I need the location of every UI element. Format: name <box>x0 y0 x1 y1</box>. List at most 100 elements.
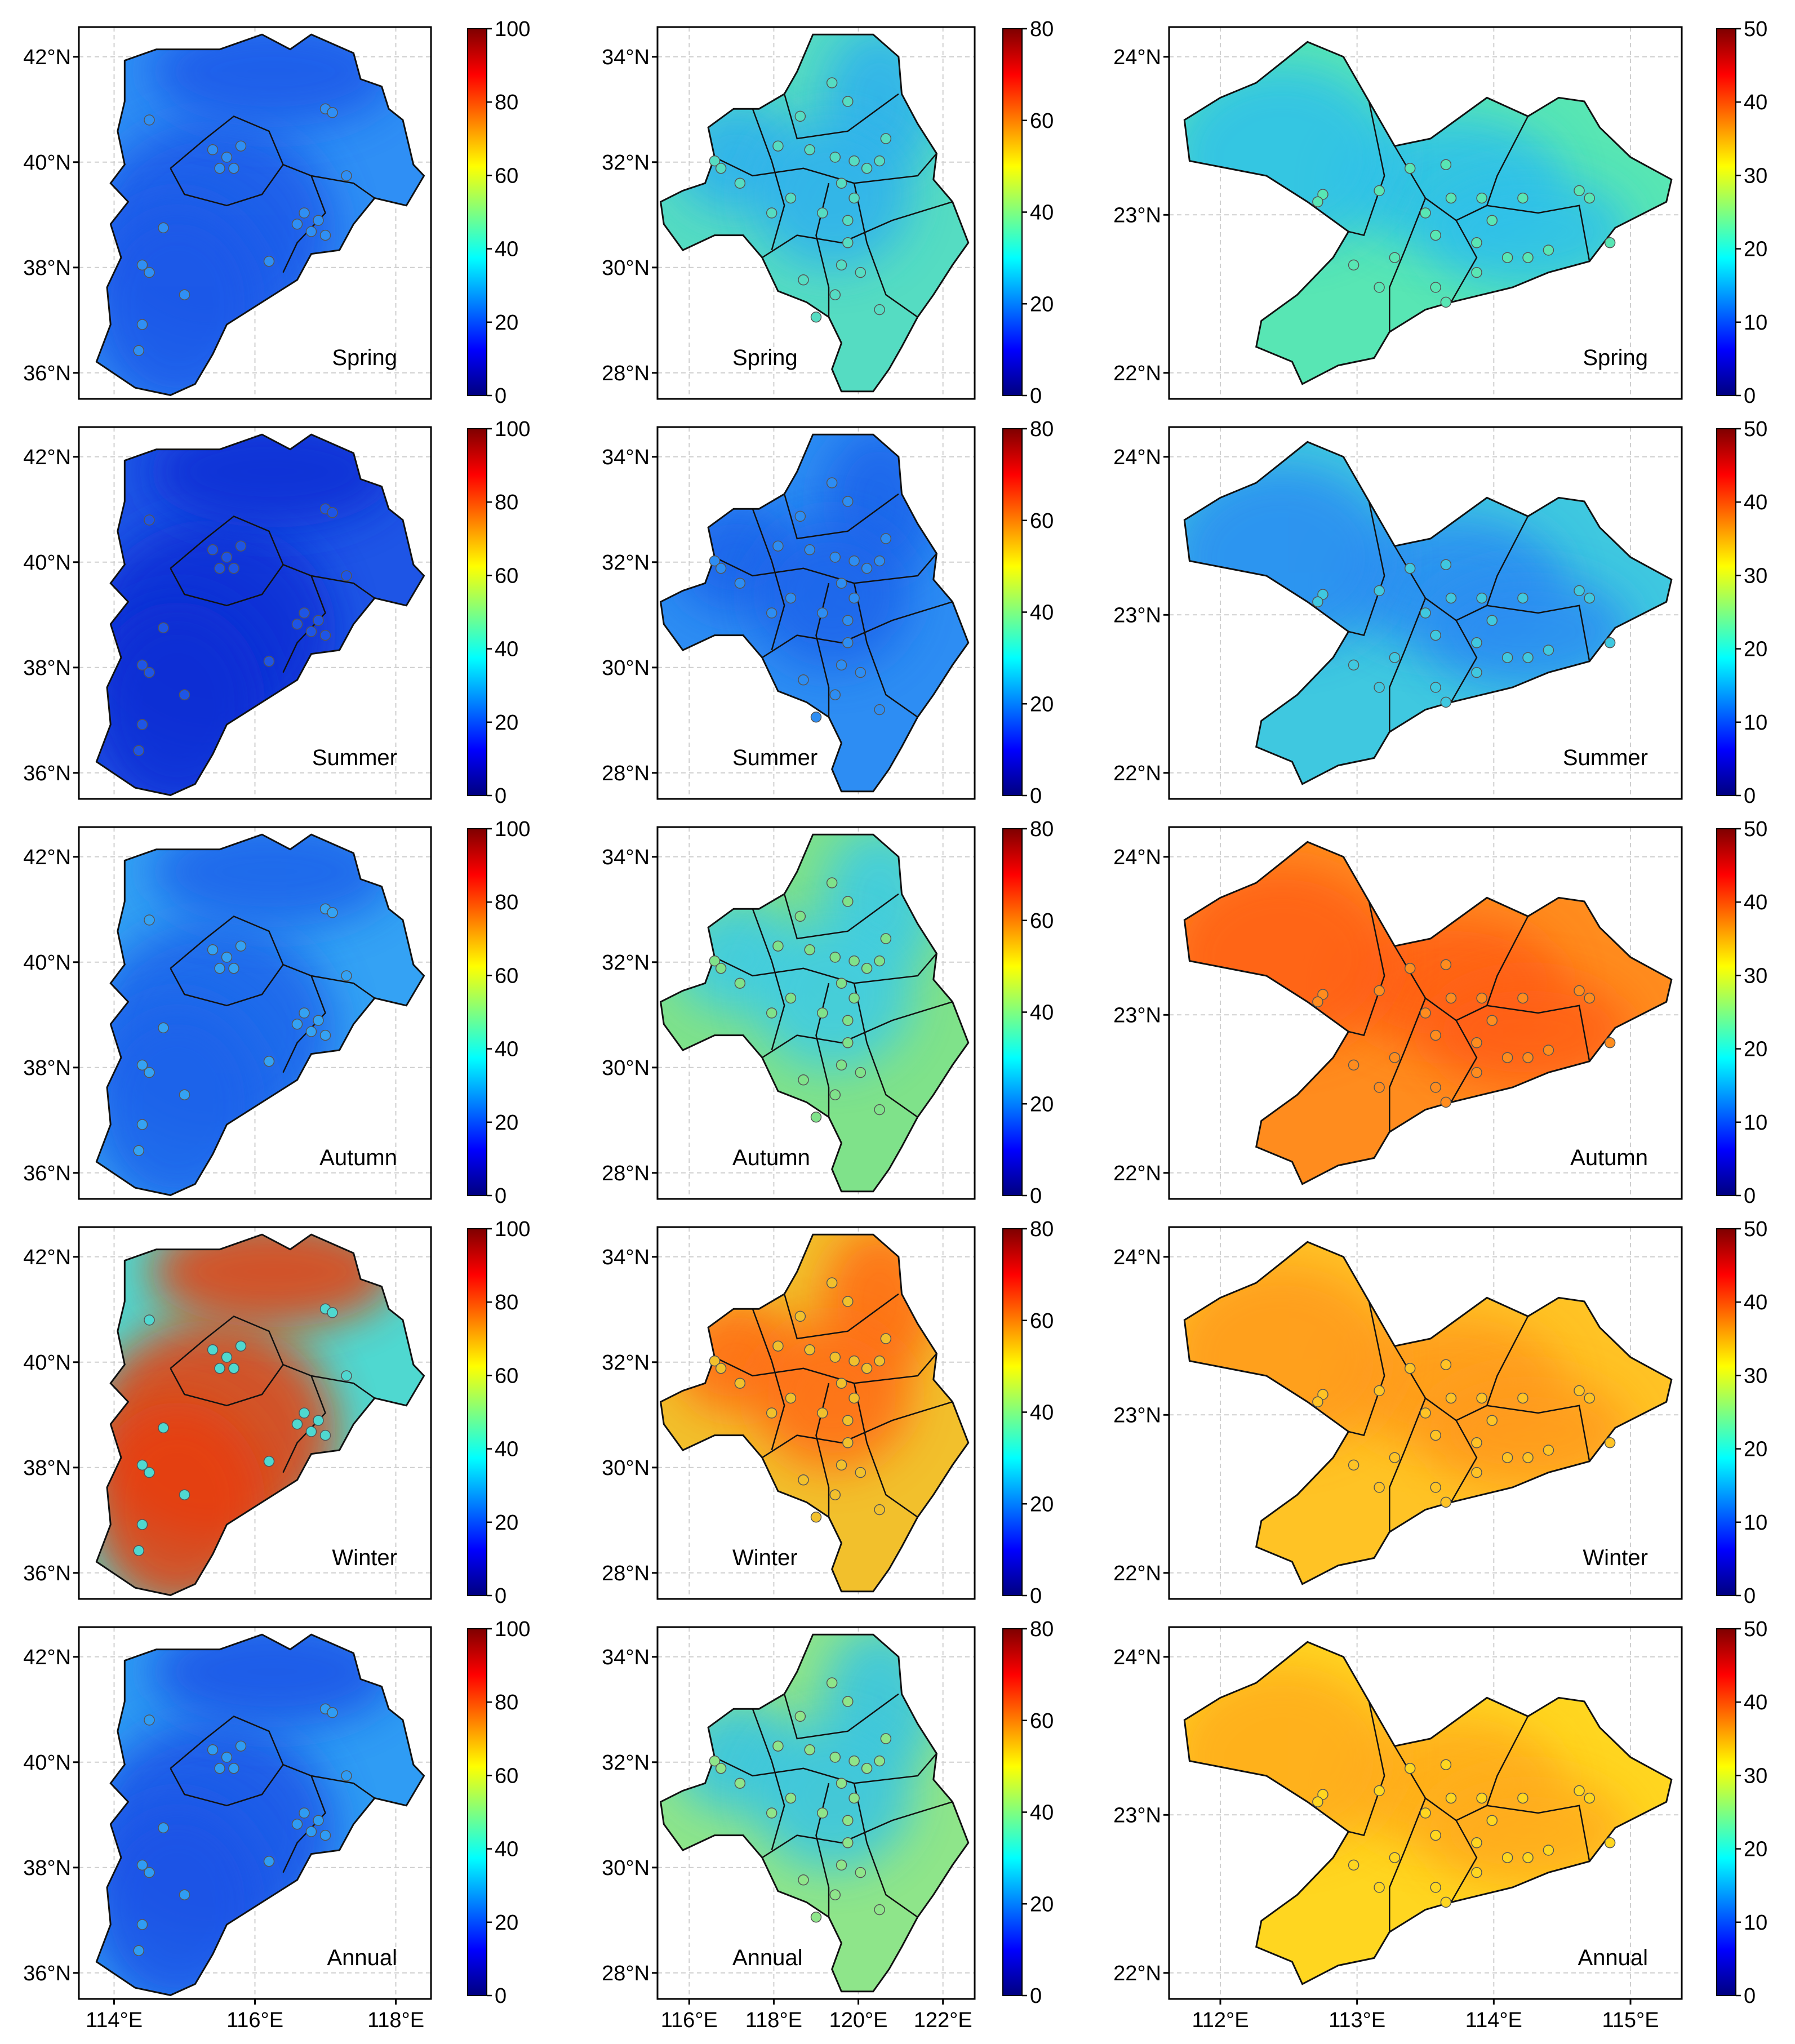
station-marker <box>798 674 809 686</box>
panel-frame <box>656 426 976 800</box>
city-boundary <box>311 1775 375 1799</box>
colorbar-tick-label: 60 <box>495 1364 518 1388</box>
station-marker <box>327 1707 338 1718</box>
city-boundary <box>752 1708 785 1851</box>
colorbar-tick-label: 20 <box>495 711 518 735</box>
lat-tick-label: 36°N <box>23 1962 71 1985</box>
station-marker <box>1348 1059 1359 1071</box>
station-marker <box>772 1740 784 1752</box>
station-marker <box>874 155 885 167</box>
colorbar-tick-label: 40 <box>1744 1691 1767 1714</box>
station-marker <box>817 1007 828 1019</box>
lat-tick-label: 34°N <box>602 1646 650 1669</box>
station-marker <box>1374 1882 1385 1893</box>
colorbar: 0 20 40 60 80 100 <box>467 1217 530 1608</box>
station-marker <box>136 659 148 671</box>
station-marker <box>842 237 854 248</box>
station-marker <box>836 577 847 589</box>
station-marker <box>1430 629 1441 641</box>
lon-tick-label: 116°E <box>661 2009 718 2032</box>
colorbar-tick-label: 0 <box>495 1184 506 1208</box>
season-label: Spring <box>1583 345 1648 370</box>
station-marker <box>880 1333 892 1344</box>
station-marker <box>848 955 860 967</box>
station-marker <box>766 607 777 619</box>
lat-tick-label: 24°N <box>1113 1246 1161 1269</box>
station-marker <box>1374 1385 1385 1397</box>
station-marker <box>305 226 317 237</box>
station-marker <box>880 133 892 144</box>
station-marker <box>1312 1396 1323 1407</box>
map-panel-autumn-b: 28°N 30°N 32°N 34°N Autumn 0 20 40 60 80 <box>602 817 1054 1208</box>
station-marker <box>133 1945 144 1956</box>
station-marker <box>1430 282 1441 293</box>
station-marker <box>1584 192 1595 204</box>
station-marker <box>299 1807 310 1819</box>
station-marker <box>848 1392 860 1404</box>
lat-tick-label: 42°N <box>23 46 71 69</box>
station-marker <box>207 944 219 956</box>
station-marker <box>313 615 324 626</box>
colorbar-tick-label: 20 <box>1030 692 1054 716</box>
lat-tick-label: 40°N <box>23 151 71 175</box>
lat-tick-label: 24°N <box>1113 46 1161 69</box>
colorbar-tick-label: 0 <box>1744 384 1756 408</box>
city-boundary <box>282 964 326 1073</box>
season-label: Summer <box>1563 745 1648 770</box>
station-marker <box>1543 1045 1554 1056</box>
station-marker <box>263 656 275 667</box>
station-marker <box>848 1755 860 1767</box>
station-marker <box>1348 659 1359 671</box>
station-marker <box>133 745 144 756</box>
station-marker <box>829 1889 841 1900</box>
region-fill <box>660 434 968 792</box>
station-marker <box>836 659 847 671</box>
city-boundary <box>1450 1020 1478 1103</box>
station-marker <box>1445 992 1457 1004</box>
colorbar-tick-label: 30 <box>1744 1364 1767 1388</box>
station-marker <box>1440 1759 1452 1770</box>
station-marker <box>842 1037 854 1048</box>
station-marker <box>228 1363 239 1374</box>
lat-tick-label: 24°N <box>1113 1646 1161 1669</box>
lat-tick-label: 24°N <box>1113 846 1161 869</box>
station-marker <box>133 1545 144 1556</box>
station-marker <box>1604 1437 1616 1448</box>
station-marker <box>1374 682 1385 693</box>
lat-tick-label: 30°N <box>602 1456 650 1480</box>
station-marker <box>842 615 854 626</box>
station-marker <box>709 555 721 567</box>
station-marker <box>810 312 822 323</box>
panel-frame <box>1168 1226 1683 1600</box>
colorbar-tick-label: 60 <box>1030 509 1054 533</box>
station-marker <box>1374 585 1385 597</box>
station-marker <box>1476 1392 1487 1404</box>
station-marker <box>842 1296 854 1307</box>
colorbar-tick-label: 0 <box>495 384 506 408</box>
colorbar-tick-label: 80 <box>495 91 518 114</box>
station-marker <box>836 1859 847 1871</box>
colorbar-tick-label: 10 <box>1744 1111 1767 1135</box>
city-boundary <box>853 983 918 1118</box>
colorbar-tick-label: 80 <box>1030 1618 1054 1641</box>
colorbar-tick-label: 80 <box>495 491 518 514</box>
panel-frame <box>78 1226 432 1600</box>
lat-tick-label: 28°N <box>602 1962 650 1985</box>
station-marker <box>880 933 892 944</box>
station-marker <box>715 563 727 574</box>
station-marker <box>144 1467 155 1478</box>
station-marker <box>1517 192 1529 204</box>
station-marker <box>1312 996 1323 1007</box>
city-boundary <box>783 493 899 540</box>
station-marker <box>1430 682 1441 693</box>
station-marker <box>1317 589 1329 600</box>
city-boundary <box>1389 1798 1427 1932</box>
colorbar-tick-label: 30 <box>1744 564 1767 588</box>
region-boundary <box>659 33 970 393</box>
lat-tick-label: 42°N <box>23 1246 71 1269</box>
station-marker <box>313 1015 324 1026</box>
map-panel-annual-c: 22°N 23°N 24°N 112°E 113°E 114°E 115°E Annual 0 1… <box>1113 1618 1767 2032</box>
city-boundary <box>783 1693 899 1740</box>
station-marker <box>804 144 815 155</box>
lat-tick-label: 22°N <box>1113 1562 1161 1585</box>
